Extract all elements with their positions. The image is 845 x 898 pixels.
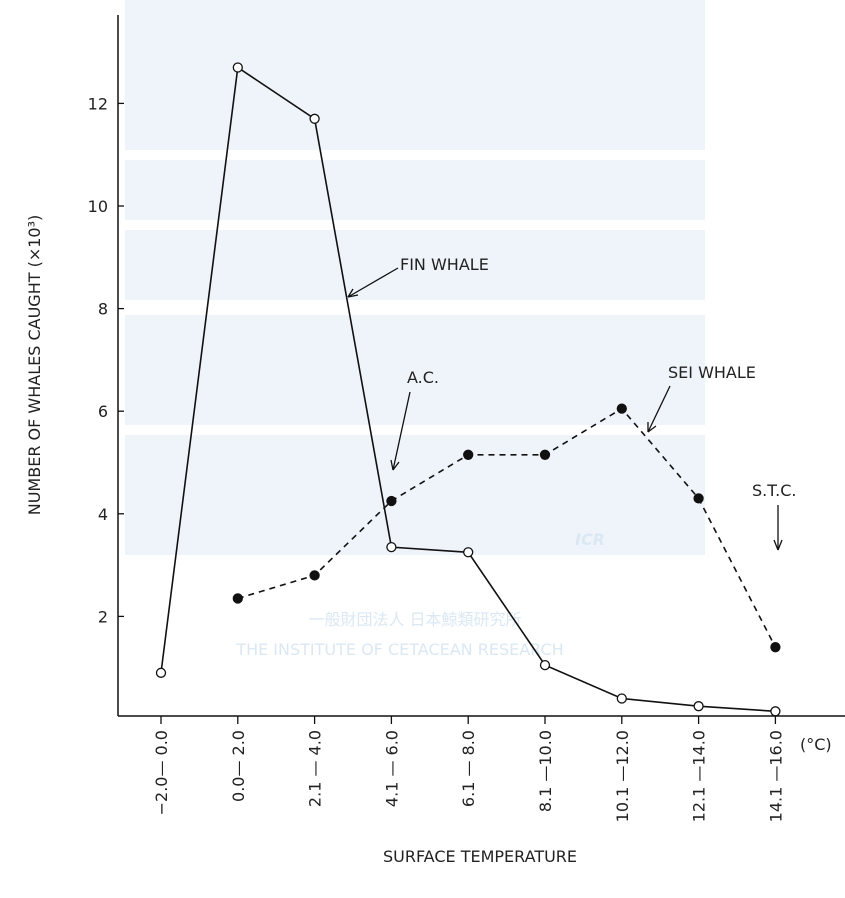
y-tick-label: 12 <box>88 94 108 113</box>
annotation: A.C. <box>407 368 439 387</box>
series-label: FIN WHALE <box>400 255 489 274</box>
data-point <box>155 667 167 678</box>
annotation: S.T.C. <box>752 481 796 500</box>
x-tick-label: 4.1 — 6.0 <box>382 730 401 807</box>
data-point <box>616 403 627 414</box>
x-tick-label: 14.1 —16.0 <box>766 730 785 822</box>
data-point <box>463 547 474 558</box>
data-point <box>309 570 320 581</box>
data-point <box>770 642 781 653</box>
watermark-text: 一般財団法人 日本鯨類研究所 <box>308 610 521 629</box>
data-point <box>693 701 704 712</box>
y-tick-label: 10 <box>88 197 108 216</box>
y-axis-title: NUMBER OF WHALES CAUGHT (×10³) <box>25 215 44 516</box>
data-point <box>463 449 474 460</box>
annotation-arrows <box>347 267 783 551</box>
series-label: SEI WHALE <box>668 363 756 382</box>
watermark-shapes <box>125 0 705 555</box>
series-line <box>237 407 777 648</box>
data-point <box>232 593 243 604</box>
y-tick-label: 6 <box>98 402 108 421</box>
y-tick-label: 8 <box>98 300 108 319</box>
data-point <box>539 659 551 671</box>
x-tick-label: −2.0— 0.0 <box>152 730 171 815</box>
data-point <box>770 706 781 717</box>
x-tick-label: 8.1 —10.0 <box>536 730 555 812</box>
x-tick-label: 0.0— 2.0 <box>229 730 248 802</box>
x-tick-label: 2.1 — 4.0 <box>306 730 325 807</box>
x-axis-title: SURFACE TEMPERATURE <box>383 847 577 866</box>
watermark-text: THE INSTITUTE OF CETACEAN RESEARCH <box>235 640 563 659</box>
data-point <box>616 693 627 704</box>
y-tick-label: 4 <box>98 505 108 524</box>
data-point <box>386 541 397 553</box>
x-tick-label: 10.1 —12.0 <box>613 730 632 822</box>
data-point <box>693 493 704 504</box>
data-point <box>386 495 397 507</box>
x-tick-label: 6.1 — 8.0 <box>459 730 478 807</box>
y-tick-label: 2 <box>98 607 108 626</box>
x-unit: (°C) <box>800 735 832 754</box>
data-point <box>232 62 243 73</box>
watermark-text: ICR <box>575 530 605 549</box>
data-point <box>309 113 320 124</box>
data-point <box>539 449 551 460</box>
x-tick-label: 12.1 —14.0 <box>690 730 709 822</box>
